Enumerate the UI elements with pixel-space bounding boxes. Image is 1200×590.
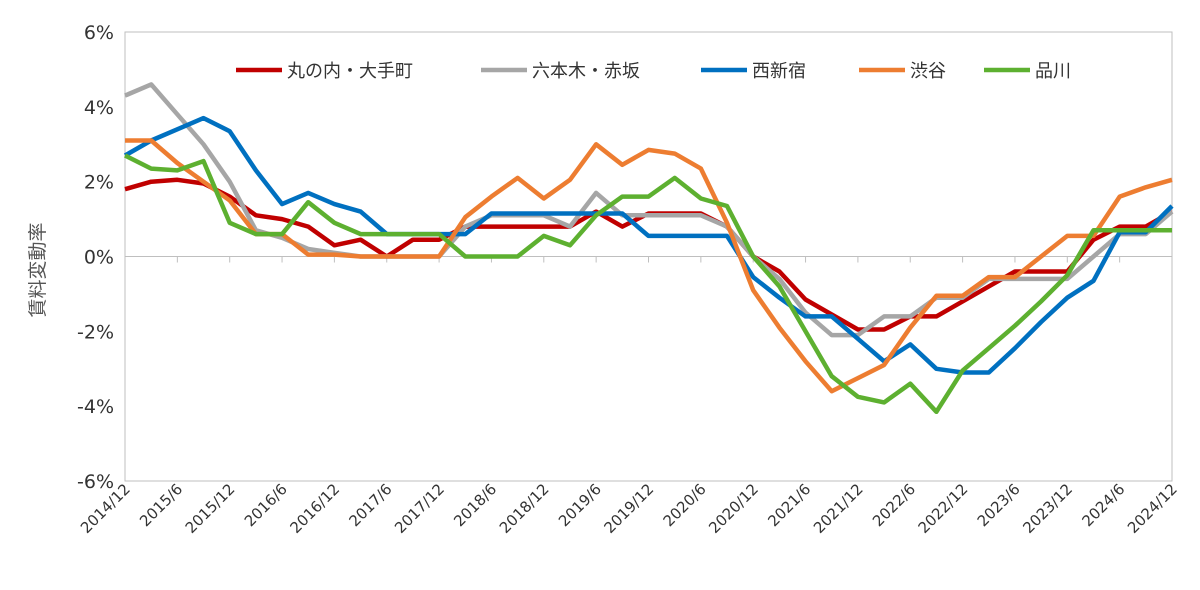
x-tick-label: 2016/12 [286,480,343,537]
x-tick-label: 2021/12 [810,480,867,537]
y-tick-label: -2% [77,321,114,343]
y-axis-tick-labels: 6% 4% 2% 0% -2% -4% -6% [77,22,114,493]
x-tick-label: 2024/6 [1078,480,1128,530]
x-tick-label: 2023/12 [1019,480,1076,537]
legend-label: 西新宿 [752,61,806,82]
legend-label: 六本木・赤坂 [532,61,640,82]
x-tick-label: 2018/6 [450,480,500,530]
x-tick-label: 2024/12 [1124,480,1181,537]
legend-label: 品川 [1035,61,1071,82]
legend: 丸の内・大手町 六本木・赤坂 西新宿 渋谷 品川 [236,61,1071,82]
x-tick-label: 2022/6 [869,480,919,530]
series-line-5 [123,153,1172,415]
x-tick-label: 2016/6 [241,480,291,530]
x-tick-label: 2018/12 [496,480,553,537]
series-line-3 [123,115,1174,375]
x-tick-label: 2023/6 [974,480,1024,530]
y-tick-label: 4% [84,97,114,119]
series-layer [123,82,1174,415]
series-line-2 [124,82,1174,338]
x-tick-label: 2022/12 [915,480,972,537]
x-tick-label: 2015/6 [136,480,186,530]
x-tick-label: 2017/12 [391,480,448,537]
legend-label: 渋谷 [910,61,946,82]
legend-label: 丸の内・大手町 [287,61,413,82]
x-tick-label: 2017/6 [346,480,396,530]
x-tick-label: 2020/12 [705,480,762,537]
y-tick-label: -4% [77,396,114,418]
y-tick-label: -6% [77,471,114,493]
x-axis-ticks [124,256,1173,263]
y-tick-label: 2% [84,172,114,194]
y-tick-label: 0% [84,247,114,269]
x-tick-label: 2019/12 [601,480,658,537]
x-tick-label: 2015/12 [182,480,239,537]
series-line-4 [125,138,1173,394]
x-tick-label: 2021/6 [764,480,814,530]
y-tick-label: 6% [84,22,114,44]
x-tick-label: 2020/6 [660,480,710,530]
x-tick-label: 2019/6 [555,480,605,530]
y-axis-label: 賃料変動率 [27,222,49,317]
